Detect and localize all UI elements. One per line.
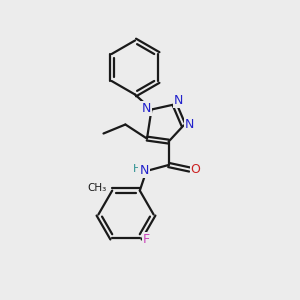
Text: F: F (143, 233, 150, 246)
Text: N: N (185, 118, 194, 131)
Text: CH₃: CH₃ (88, 183, 107, 193)
Text: O: O (191, 163, 200, 176)
Text: N: N (139, 164, 149, 177)
Text: N: N (173, 94, 183, 107)
Text: N: N (141, 101, 151, 115)
Text: H: H (133, 164, 141, 175)
